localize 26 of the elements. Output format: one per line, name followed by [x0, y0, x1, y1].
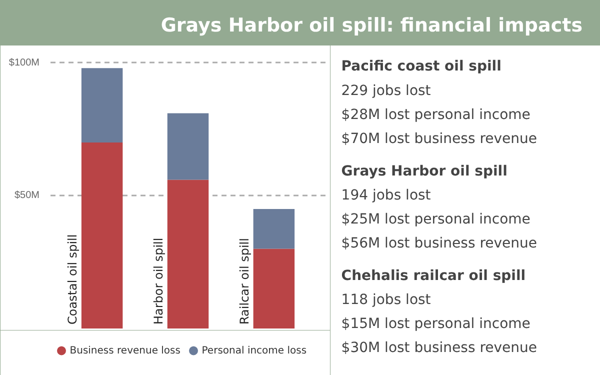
x-tick-label: Railcar oil spill	[238, 238, 252, 325]
bar	[253, 208, 295, 249]
y-tick-label: $100M	[8, 57, 40, 68]
x-tick-label: Harbor oil spill	[152, 238, 166, 325]
bar	[81, 68, 123, 143]
bar	[81, 142, 123, 328]
y-tick-label: $50M	[14, 190, 40, 202]
text: $25M lost personal income	[341, 211, 530, 228]
text: 229 jobs lost	[341, 82, 432, 99]
text: Pacific coast oil spill	[341, 58, 502, 75]
text: 118 jobs lost	[341, 292, 432, 308]
legend-label: Business revenue loss	[70, 345, 180, 356]
text: Grays Harbor oil spill: financial impacts	[160, 14, 583, 36]
text: $70M lost business revenue	[341, 130, 538, 147]
text: Grays Harbor oil spill	[341, 163, 508, 180]
text: $15M lost personal income	[341, 316, 530, 332]
text: $28M lost personal income	[341, 106, 530, 123]
x-tick-label: Coastal oil spill	[66, 234, 80, 325]
text: $30M lost business revenue	[341, 340, 538, 356]
bar	[167, 180, 209, 328]
bar	[253, 248, 295, 328]
text: Chehalis railcar oil spill	[341, 268, 526, 284]
text: $56M lost business revenue	[341, 236, 538, 252]
text: 194 jobs lost	[341, 187, 432, 204]
legend-label: Personal income loss	[202, 345, 307, 356]
bar	[167, 113, 209, 180]
